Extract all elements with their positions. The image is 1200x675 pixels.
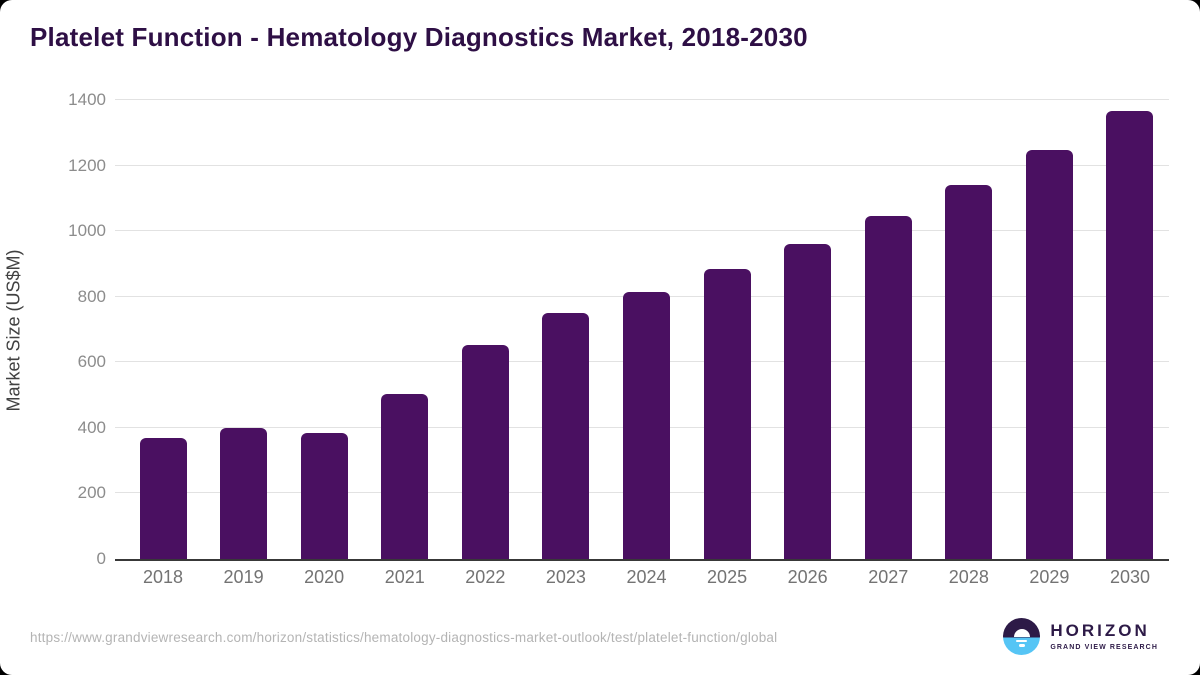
y-tick-label: 1000	[68, 221, 106, 241]
reflection-line-icon	[1018, 644, 1026, 647]
x-tick-label: 2027	[868, 567, 909, 587]
bar-2027[interactable]	[864, 216, 912, 559]
logo-subtitle: GRAND VIEW RESEARCH	[1050, 643, 1158, 651]
bar-2024[interactable]	[622, 292, 670, 559]
bar-2019[interactable]	[220, 427, 268, 559]
gridline	[115, 164, 1169, 166]
gridline	[115, 99, 1169, 100]
x-tick-label: 2024	[626, 567, 667, 587]
y-tick-label: 800	[77, 286, 106, 306]
logo-text: HORIZON GRAND VIEW RESEARCH	[1050, 621, 1158, 651]
x-tick-label: 2023	[545, 567, 586, 587]
y-axis-ticks: 0 200 400 600 800 1000 1200 1400	[0, 90, 106, 568]
y-tick-label: 600	[77, 352, 106, 372]
y-tick-label: 1200	[68, 155, 106, 175]
x-tick-label: 2022	[465, 567, 506, 587]
logo-title: HORIZON	[1050, 621, 1150, 641]
source-url: https://www.grandviewresearch.com/horizo…	[30, 630, 778, 645]
horizon-logo: HORIZON GRAND VIEW RESEARCH	[1003, 618, 1158, 655]
bar-2023[interactable]	[542, 313, 590, 559]
x-tick-label: 2020	[304, 567, 345, 587]
x-tick-label: 2030	[1109, 567, 1150, 587]
sun-dome-icon	[1013, 629, 1030, 637]
bar-2026[interactable]	[784, 244, 832, 559]
y-tick-label: 0	[96, 549, 106, 568]
bar-2029[interactable]	[1025, 150, 1073, 559]
reflection-line-icon	[1016, 639, 1028, 643]
bar-2025[interactable]	[703, 269, 751, 559]
x-tick-label: 2028	[948, 567, 989, 587]
bar-2022[interactable]	[461, 344, 509, 559]
page-title: Platelet Function - Hematology Diagnosti…	[30, 22, 808, 52]
bar-2020[interactable]	[300, 433, 348, 559]
x-tick-label: 2025	[707, 567, 748, 587]
gridline	[115, 230, 1169, 232]
bar-2021[interactable]	[381, 394, 429, 559]
bar-2018[interactable]	[139, 437, 187, 559]
x-tick-label: 2019	[223, 567, 264, 587]
horizon-logo-icon	[1003, 618, 1041, 655]
y-tick-label: 1400	[68, 90, 106, 109]
x-axis-labels: 2018 2019 2020 2021 2022 2023 2024 2025 2026 2027…	[115, 567, 1169, 593]
y-tick-label: 400	[77, 417, 106, 437]
x-tick-label: 2018	[142, 567, 184, 587]
x-tick-label: 2021	[384, 567, 425, 587]
bar-2028[interactable]	[945, 185, 993, 559]
plot-area	[115, 99, 1169, 561]
bar-2030[interactable]	[1106, 111, 1154, 559]
y-tick-label: 200	[77, 483, 106, 503]
x-tick-label: 2026	[787, 567, 828, 587]
x-tick-label: 2029	[1029, 567, 1070, 587]
